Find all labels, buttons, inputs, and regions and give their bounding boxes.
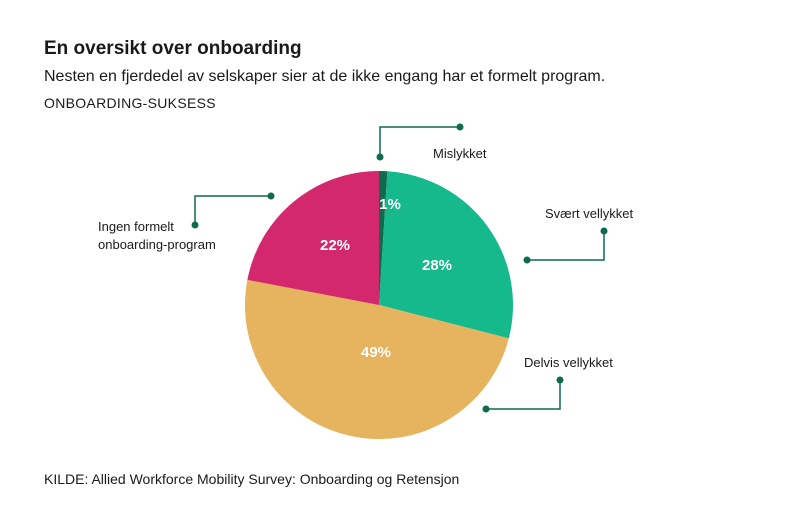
leader-mislykket-line [379, 126, 460, 157]
leader-delvis-vellykket-end-dot [556, 376, 564, 384]
category-labels: Mislykket Svært vellykket Delvis vellykk… [98, 146, 634, 370]
category-label-delvis-vellykket: Delvis vellykket [524, 355, 613, 370]
slice-label-mislykket: 1% [379, 196, 401, 213]
leader-ingen-program-end-dot [267, 192, 275, 200]
pie-slice-delvis-vellykket [244, 279, 509, 440]
source-note: KILDE: Allied Workforce Mobility Survey:… [44, 471, 460, 487]
pie-slice-mislykket [379, 171, 388, 305]
leader-ingen-program-line [194, 195, 271, 225]
leader-delvis-vellykket-start-dot [482, 405, 490, 413]
slice-label-delvis-vellykket: 49% [361, 344, 391, 361]
leader-ingen-program-start-dot [191, 221, 199, 229]
category-label-svaert-vellykket: Svært vellykket [545, 206, 634, 221]
leader-svaert-vellykket-line [527, 231, 605, 261]
category-label-mislykket: Mislykket [433, 146, 487, 161]
leader-mislykket-end-dot [456, 123, 464, 131]
pie-slice-svaert-vellykket [379, 171, 513, 339]
category-label-ingen-line2: onboarding-program [98, 237, 216, 252]
leader-delvis-vellykket-line [486, 380, 561, 410]
slice-labels: 1% 28% 49% 22% [320, 196, 452, 361]
pie-slices [244, 171, 513, 440]
pie-slice-ingen-program [247, 171, 379, 305]
category-label-ingen-program: Ingen formelt onboarding-program [98, 219, 216, 252]
chart-subtitle: Nesten en fjerdedel av selskaper sier at… [44, 68, 606, 85]
section-label: ONBOARDING-SUKSESS [44, 95, 216, 111]
leader-lines [191, 123, 608, 413]
leader-svaert-vellykket-end-dot [600, 227, 608, 235]
leader-mislykket-start-dot [376, 153, 384, 161]
slice-label-ingen-program: 22% [320, 237, 350, 254]
slice-label-svaert-vellykket: 28% [422, 257, 452, 274]
leader-svaert-vellykket-start-dot [523, 256, 531, 264]
chart-title: En oversikt over onboarding [44, 38, 302, 59]
category-label-ingen-line1: Ingen formelt [98, 219, 174, 234]
